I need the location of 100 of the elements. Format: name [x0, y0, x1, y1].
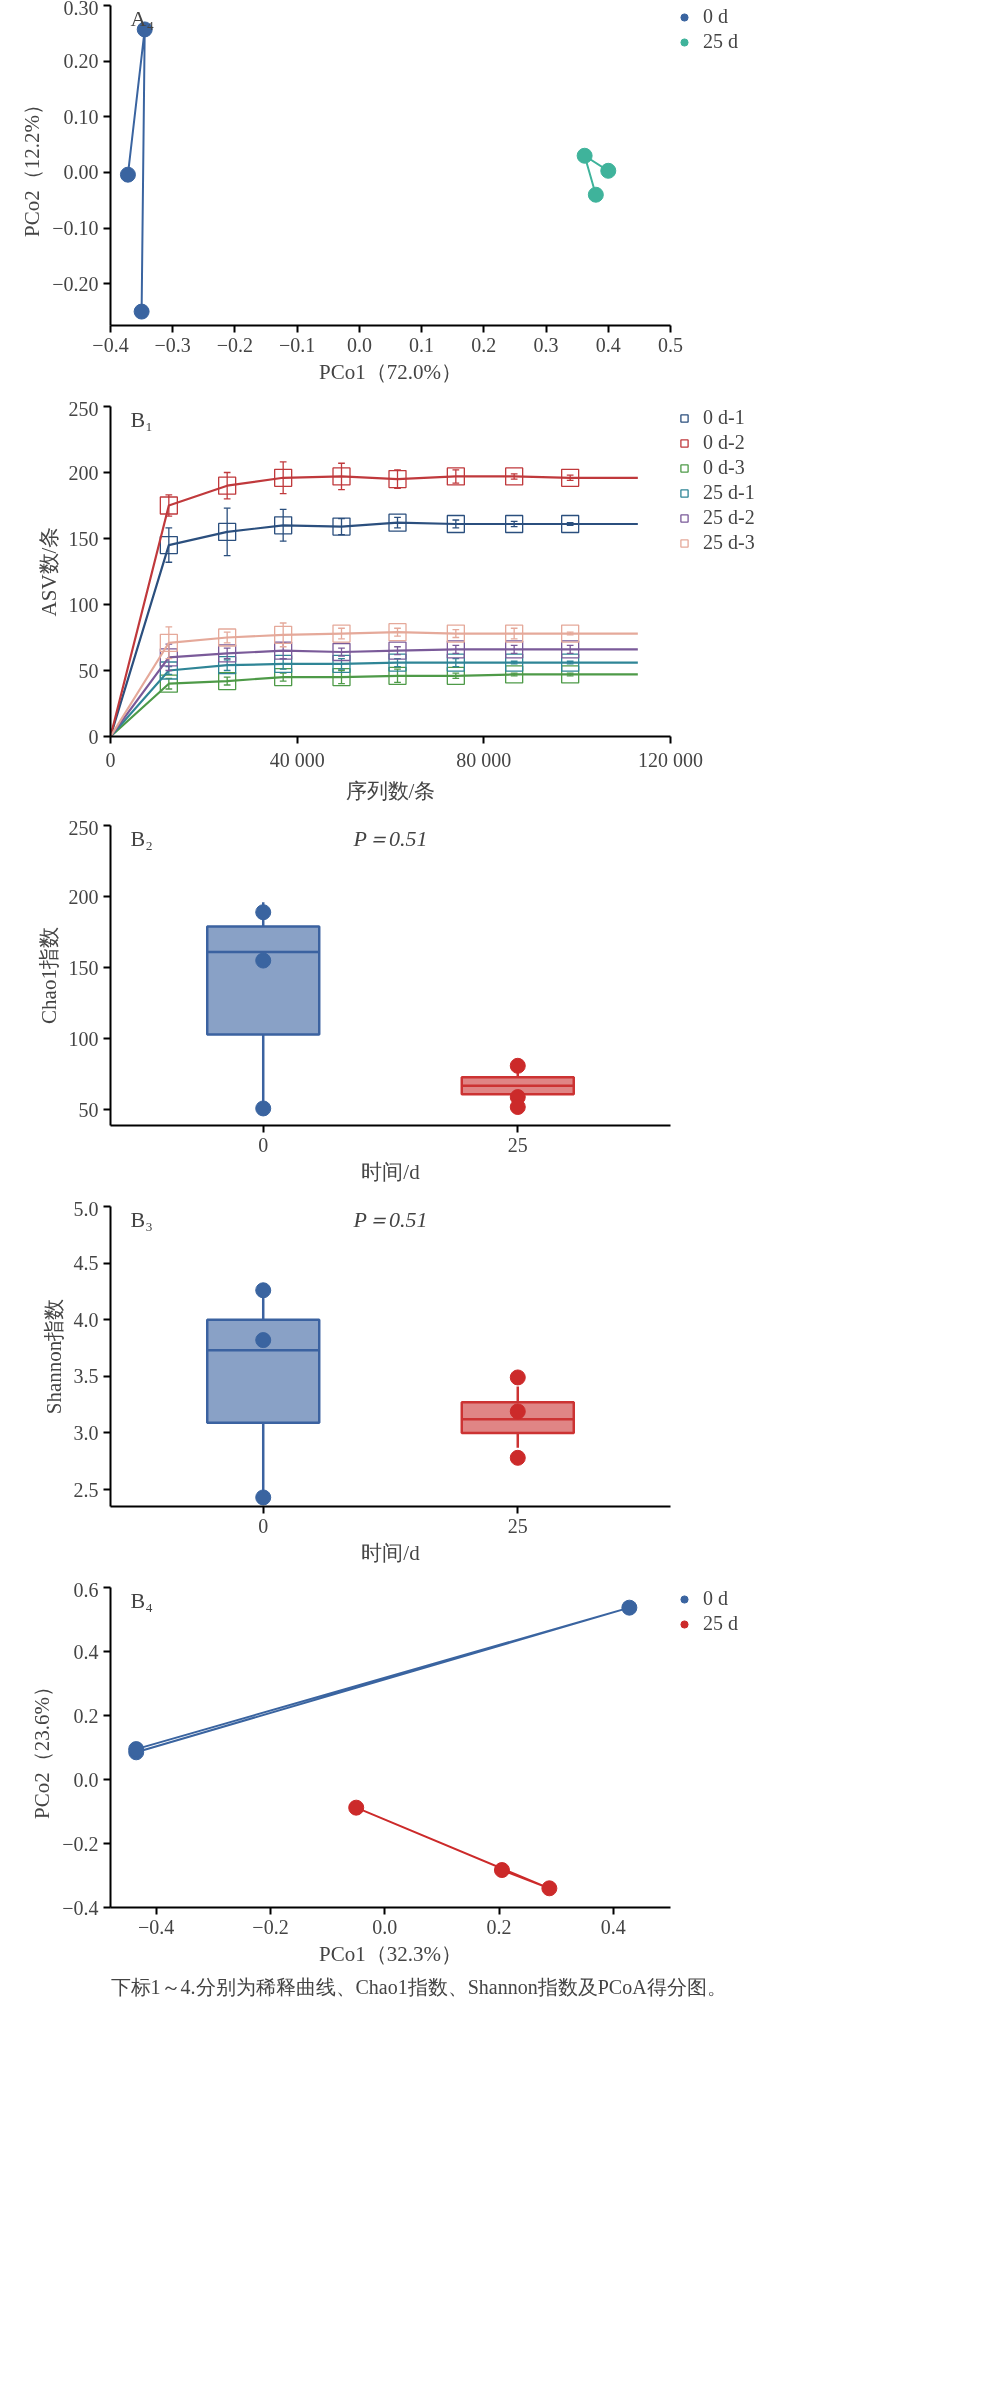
point — [505, 665, 524, 684]
annotation: B₄ — [130, 1587, 153, 1613]
legend-label: 25 d-3 — [703, 531, 755, 554]
x-tick-label: 0.0 — [346, 333, 372, 356]
y-tick-label: 0.2 — [73, 1704, 99, 1727]
y-tick-label: 0.10 — [63, 105, 99, 128]
point — [561, 640, 580, 659]
x-tick-label: 0.4 — [600, 1915, 626, 1938]
y-tick-label: 200 — [68, 885, 99, 908]
annotation: P＝0.51 — [352, 825, 428, 851]
point — [388, 641, 407, 660]
annotation: B₃ — [130, 1206, 153, 1232]
point — [388, 623, 407, 642]
point — [561, 514, 580, 534]
x-axis-title: 时间/d — [361, 1159, 421, 1184]
x-tick-label: 80 000 — [456, 748, 512, 771]
point — [388, 513, 407, 532]
y-tick-label: 4.5 — [73, 1252, 99, 1275]
x-axis-title: 时间/d — [361, 1540, 421, 1565]
point — [446, 467, 465, 486]
point — [446, 514, 465, 534]
x-tick-label: 40 000 — [269, 748, 325, 771]
y-tick-label: 250 — [68, 397, 99, 420]
point — [274, 654, 293, 674]
x-tick-label: −0.4 — [138, 1915, 175, 1938]
point — [332, 517, 351, 536]
point — [159, 674, 178, 693]
point — [446, 624, 465, 643]
point — [621, 1599, 638, 1616]
y-tick-label: 150 — [68, 527, 99, 550]
point — [218, 656, 237, 675]
x-tick-label: −0.1 — [279, 333, 316, 356]
y-tick-label: 0.30 — [63, 0, 99, 19]
y-tick-label: −0.2 — [62, 1832, 99, 1855]
annotation: A₄ — [130, 5, 155, 31]
y-tick-label: −0.10 — [52, 217, 99, 240]
point — [505, 653, 524, 672]
point — [119, 166, 136, 183]
point — [446, 666, 465, 685]
point — [505, 624, 524, 643]
annotation: B₂ — [130, 825, 153, 851]
point — [600, 162, 617, 179]
text: 下标1～4.分别为稀释曲线、Chao1指数、Shannon指数及PCoA得分图。 — [110, 1975, 727, 1998]
x-tick-label: −0.3 — [154, 333, 191, 356]
legend-label: 25 d-1 — [703, 481, 755, 504]
point — [561, 468, 580, 487]
point — [388, 469, 407, 489]
y-tick-label: −0.4 — [62, 1896, 99, 1919]
y-tick-label: 0.20 — [63, 50, 99, 73]
x-tick-label: −0.4 — [92, 333, 129, 356]
legend-label: 25 d — [703, 30, 738, 53]
point — [332, 467, 351, 486]
point — [274, 641, 293, 660]
point — [274, 667, 293, 687]
point — [388, 653, 407, 672]
y-tick-label: −0.20 — [52, 272, 99, 295]
point — [218, 476, 237, 495]
point — [446, 653, 465, 672]
y-tick-label: 150 — [68, 956, 99, 979]
x-tick-label: 120 000 — [638, 748, 703, 771]
annotation: P＝0.51 — [352, 1206, 428, 1232]
point — [561, 653, 580, 672]
point — [218, 522, 237, 542]
legend-label: 0 d-1 — [703, 406, 745, 429]
point — [446, 640, 465, 659]
point — [159, 535, 178, 555]
point — [388, 666, 407, 685]
point — [218, 628, 237, 647]
point — [505, 467, 524, 486]
point — [159, 496, 178, 515]
y-tick-label: 0.6 — [73, 1578, 99, 1601]
point — [493, 1862, 510, 1879]
x-axis-title: PCo1（32.3%） — [319, 1941, 462, 1966]
point — [332, 642, 351, 662]
y-tick-label: 2.5 — [73, 1478, 99, 1501]
point — [348, 1799, 365, 1816]
legend-label: 0 d-3 — [703, 456, 745, 479]
y-axis-title: PCo2（12.2%） — [20, 94, 45, 237]
annotation: B₁ — [130, 406, 153, 432]
point — [218, 671, 237, 691]
x-tick-label: 0.1 — [409, 333, 435, 356]
point — [218, 644, 237, 663]
point — [159, 661, 178, 680]
point — [274, 468, 293, 487]
legend-label: 25 d — [703, 1612, 738, 1635]
y-tick-label: 0.0 — [73, 1768, 99, 1791]
y-axis-title: Shannon指数 — [41, 1298, 66, 1415]
point — [561, 624, 580, 643]
point — [576, 147, 593, 164]
x-axis-title: 序列数/条 — [345, 778, 436, 803]
legend-label: 0 d — [703, 1587, 728, 1610]
point — [159, 633, 178, 652]
y-tick-label: 100 — [68, 593, 99, 616]
x-tick-label: 0.5 — [658, 333, 683, 356]
y-tick-label: 50 — [78, 1098, 99, 1121]
y-tick-label: 0.00 — [63, 161, 99, 184]
x-tick-label: −0.2 — [216, 333, 254, 356]
y-tick-label: 4.0 — [73, 1308, 99, 1331]
y-tick-label: 50 — [78, 659, 99, 682]
legend-label: 0 d — [703, 5, 728, 28]
